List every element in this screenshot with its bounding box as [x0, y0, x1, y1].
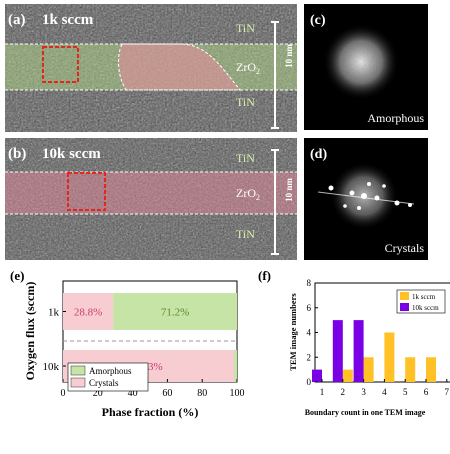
y-tick-label: 4 [307, 328, 312, 338]
legend: 1k sccm 10k sccm [396, 289, 446, 314]
x-tick-label: 2 [341, 387, 346, 397]
y-axis-label: Oxygen flux (sccm) [23, 282, 37, 381]
bar-amorphous-10k [234, 350, 237, 382]
panel-a: (a) 1k sccm TiN ZrO2 TiN 10 nm [5, 4, 297, 132]
bar-10k-sccm-2 [332, 320, 343, 382]
crystal-region [5, 172, 297, 214]
bar-1k-sccm-5 [405, 357, 416, 382]
x-tick-label: 7 [445, 387, 450, 397]
y-tick-label: 1k [48, 307, 60, 319]
fft-caption: Crystals [385, 241, 425, 255]
condition-label: 1k sccm [42, 12, 94, 28]
x-tick-label: 60 [162, 388, 172, 399]
x-tick-label: 40 [128, 388, 138, 399]
data-label: 28.8% [74, 307, 102, 319]
bar-amorphous-1k [113, 293, 237, 330]
scale-label: 10 nm [284, 44, 294, 68]
panel-b: (b) 10k sccm TiN ZrO2 TiN 10 nm [5, 138, 297, 260]
layer-mid-label: ZrO2 [236, 186, 260, 202]
bar-1k-sccm-4 [384, 332, 395, 382]
bar-10k-sccm-1 [312, 369, 322, 382]
y-tick-label: 6 [307, 303, 312, 313]
bar-10k-sccm-3 [353, 320, 364, 382]
x-tick-label: 3 [361, 387, 366, 397]
panel-tag: (c) [310, 13, 326, 28]
x-tick-label: 0 [61, 388, 66, 399]
diffraction-spots [328, 182, 412, 210]
legend-swatch-1k [400, 292, 409, 300]
legend-swatch-crystals [70, 377, 86, 388]
bar-1k-sccm-3 [363, 357, 374, 382]
panel-tag: (a) [8, 12, 26, 28]
chart-tag: (f) [258, 268, 271, 283]
crystal-region [118, 43, 242, 91]
y-tick-label: 0 [307, 377, 312, 387]
x-tick-label: 80 [197, 388, 207, 399]
layer-bottom-label: TiN [236, 227, 255, 241]
scale-label: 10 nm [284, 178, 294, 202]
panel-tag: (d) [310, 147, 327, 162]
bar-1k-sccm-2 [342, 369, 353, 382]
x-tick-label: 6 [424, 387, 429, 397]
x-tick-label: 20 [93, 388, 103, 399]
layer-top-label: TiN [236, 151, 255, 165]
layer-bottom-label: TiN [236, 95, 255, 109]
y-tick-label: 8 [307, 278, 312, 288]
legend-label: Amorphous [89, 366, 132, 376]
highlight-box [67, 172, 106, 211]
highlight-box [42, 46, 79, 83]
bar-crystals-1k [63, 293, 114, 330]
x-tick-label: 5 [403, 387, 408, 397]
legend-label: 1k sccm [412, 293, 436, 301]
fft-caption: Amorphous [367, 111, 424, 125]
layer-mid-label: ZrO2 [236, 60, 260, 76]
panel-d: (d) Crystals [304, 138, 428, 260]
legend: Amorphous Crystals [67, 362, 149, 392]
x-axis-label: Phase fraction (%) [102, 405, 199, 419]
chart-tag: (e) [10, 268, 24, 283]
x-tick-label: 4 [382, 387, 387, 397]
legend-label: Crystals [89, 378, 119, 388]
condition-label: 10k sccm [42, 146, 101, 162]
x-tick-label: 1 [320, 387, 325, 397]
x-tick-label: 100 [230, 388, 245, 399]
layer-top-label: TiN [236, 21, 255, 35]
bar-1k-sccm-6 [426, 357, 436, 382]
legend-swatch-10k [400, 303, 409, 311]
y-tick-label: 2 [307, 352, 312, 362]
x-axis-label: Boundary count in one TEM image [305, 408, 426, 417]
chart-f: (f) 1 2 3 4 5 6 7 0 2 4 6 8 Boundary count in one … [258, 268, 450, 417]
y-axis-label: TEM image numbers [288, 293, 298, 371]
legend-label: 10k sccm [412, 304, 439, 312]
y-tick-label: 10k [43, 361, 60, 373]
panel-c: (c) Amorphous [304, 4, 428, 130]
legend-swatch-amorphous [70, 365, 86, 376]
panel-tag: (b) [8, 146, 26, 162]
data-label: 71.2% [161, 307, 189, 319]
